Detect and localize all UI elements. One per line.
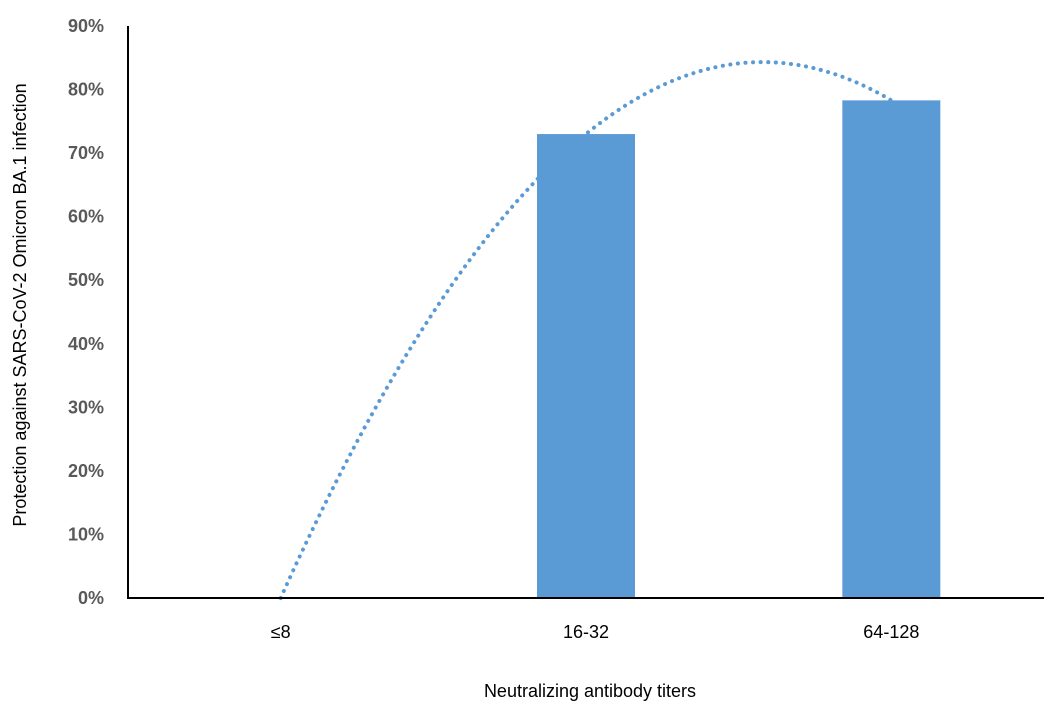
x-tick-label: 16-32	[563, 622, 609, 642]
y-tick-label: 30%	[68, 397, 104, 417]
bars	[537, 100, 941, 599]
y-tick-label: 40%	[68, 334, 104, 354]
trendline-path	[278, 60, 894, 600]
y-tick-label: 60%	[68, 207, 104, 227]
y-axis-ticks: 0% 10% 20% 30% 40% 50% 60% 70% 80% 90%	[68, 16, 104, 608]
y-tick-label: 50%	[68, 270, 104, 290]
bar	[537, 134, 635, 599]
y-tick-label: 0%	[78, 588, 104, 608]
y-tick-label: 70%	[68, 143, 104, 163]
y-tick-label: 20%	[68, 461, 104, 481]
y-tick-label: 90%	[68, 16, 104, 36]
x-tick-label: 64-128	[863, 622, 919, 642]
x-tick-label: ≤8	[271, 622, 291, 642]
axes	[127, 26, 1044, 599]
bar	[842, 100, 941, 599]
y-tick-label: 10%	[68, 524, 104, 544]
trendline	[278, 60, 894, 600]
y-tick-label: 80%	[68, 80, 104, 100]
y-axis-title: Protection against SARS-CoV-2 Omicron BA…	[10, 83, 30, 526]
x-axis-title: Neutralizing antibody titers	[484, 681, 696, 701]
x-axis-ticks: ≤8 16-32 64-128	[271, 622, 920, 642]
